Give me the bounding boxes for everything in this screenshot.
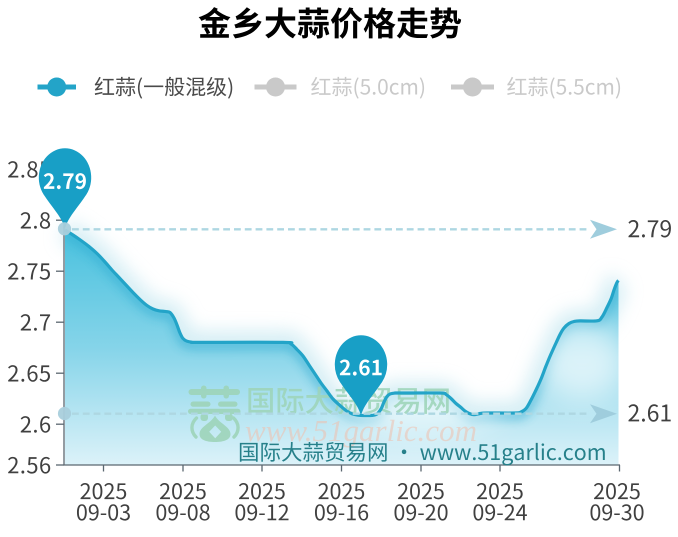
svg-text:www.51garlic.com: www.51garlic.com [245,413,477,448]
